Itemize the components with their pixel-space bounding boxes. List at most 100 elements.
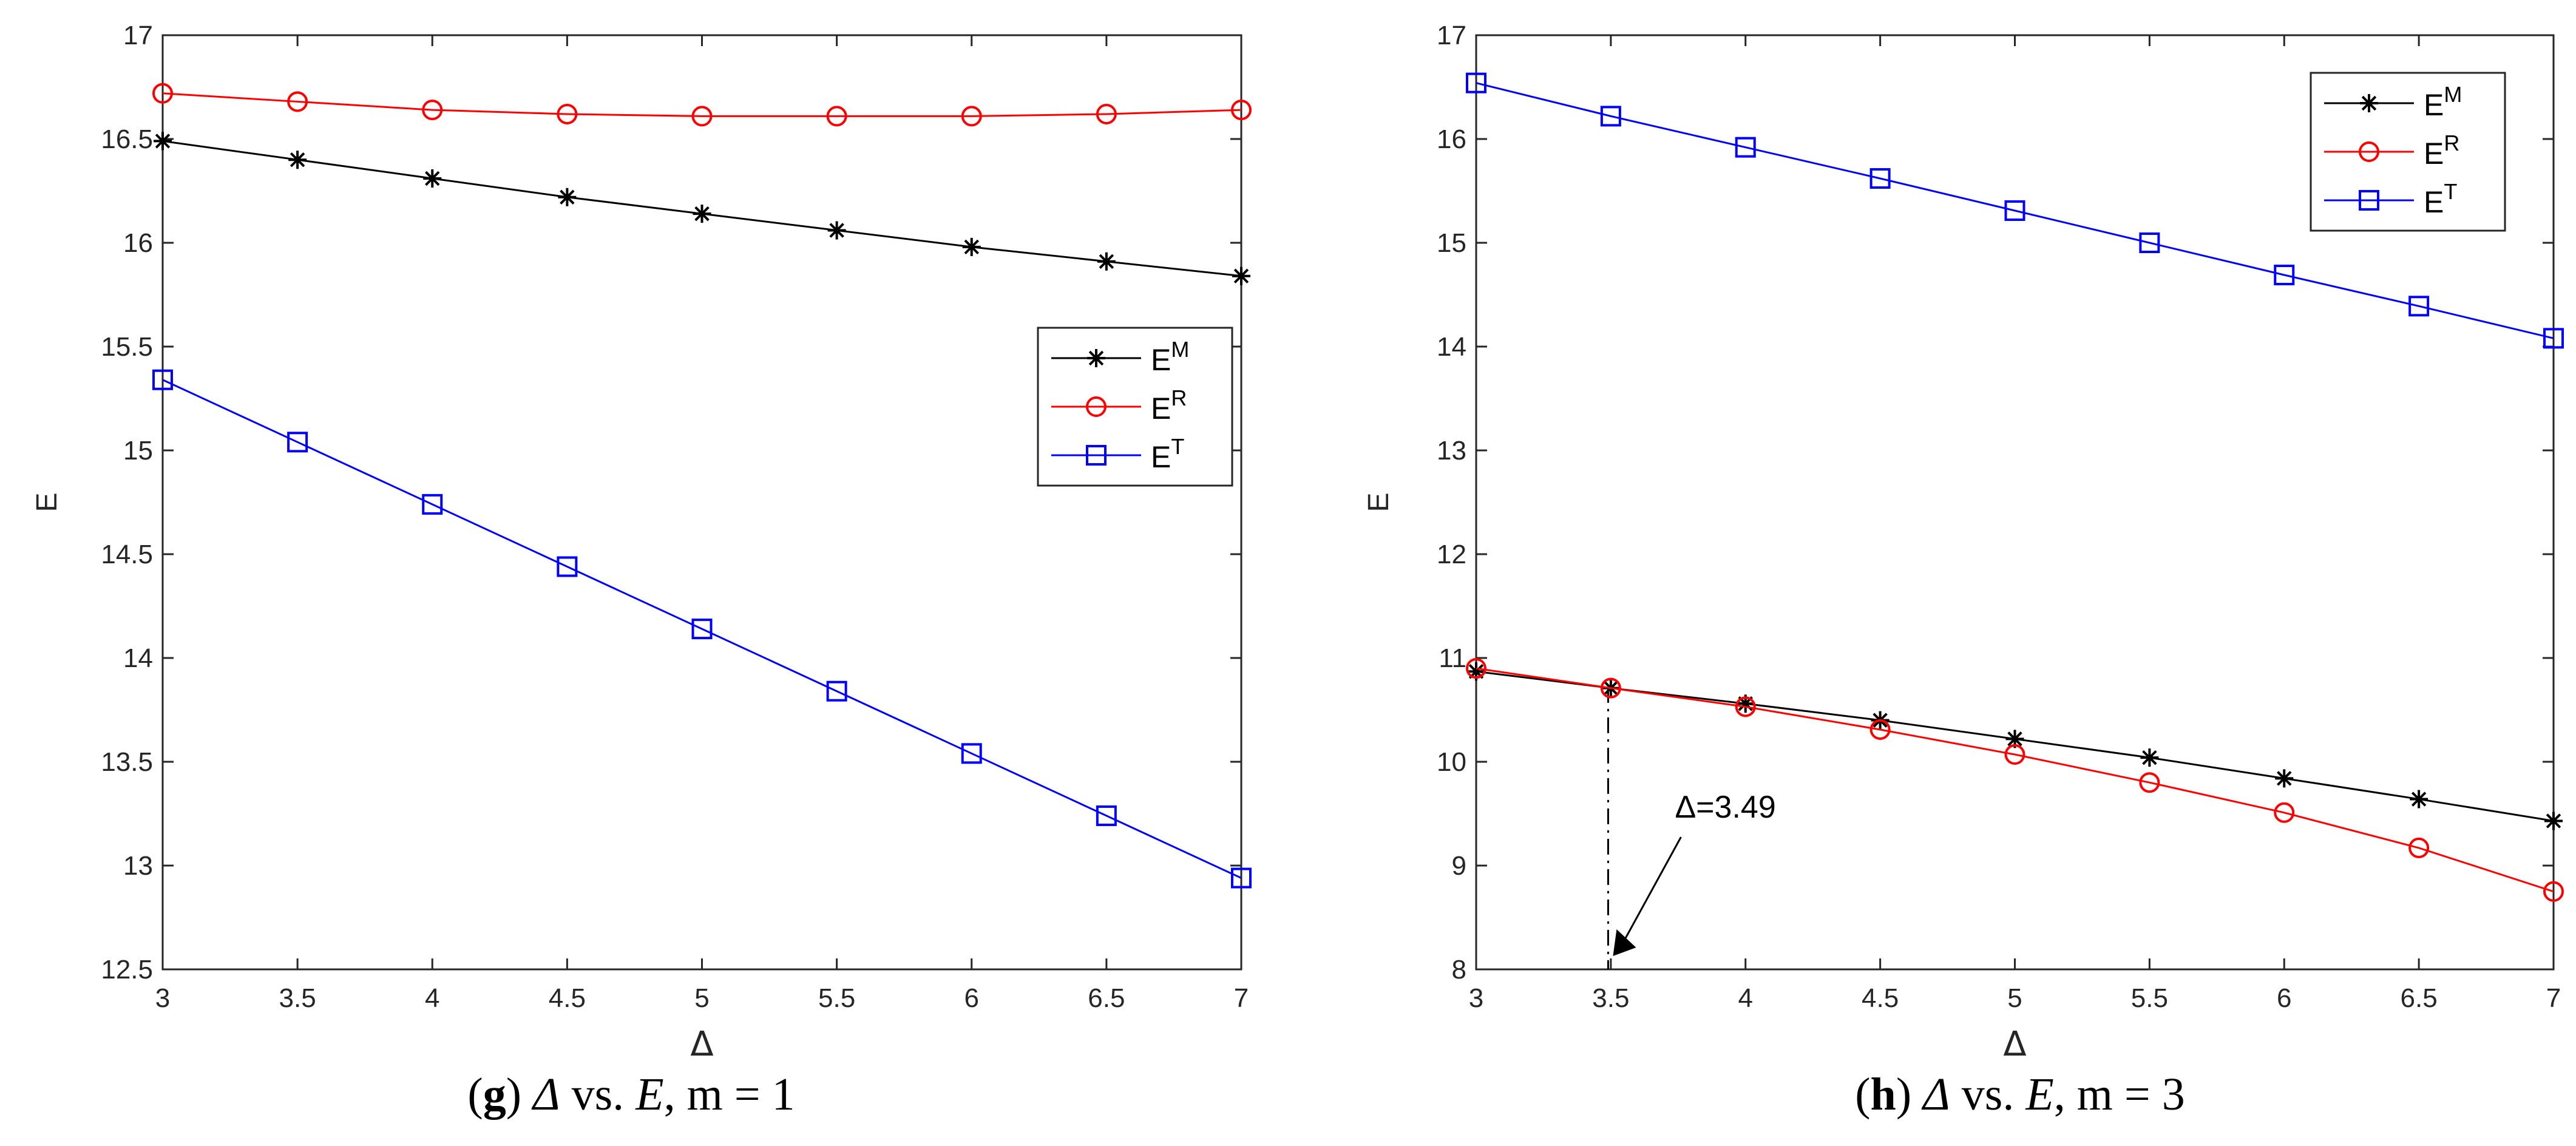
x-tick-label: 3 — [1469, 983, 1483, 1013]
data-point-M — [1232, 266, 1250, 285]
data-point-T — [2004, 200, 2025, 221]
x-tick-label: 5 — [694, 983, 709, 1013]
legend-label-sup: T — [1171, 434, 1184, 459]
chart-panel-g: 3 3.5 4 4.5 5 5.5 6 6.5 7 12.5 13 13.5 14 14.5 15 15.5 1… — [0, 0, 1288, 1056]
data-point-R — [826, 106, 847, 127]
x-tick-label: 7 — [2546, 983, 2561, 1013]
x-tick-label: 5 — [2007, 983, 2022, 1013]
chart-panel-h: 3 3.5 4 4.5 5 5.5 6 6.5 7 8 9 10 11 12 13 14 15 16 17 Δ E Δ=3… — [1288, 0, 2576, 1056]
x-tick-label: 4.5 — [1862, 983, 1899, 1013]
chart-g: 3 3.5 4 4.5 5 5.5 6 6.5 7 12.5 13 13.5 14 14.5 15 15.5 1… — [31, 21, 1252, 1056]
x-tick-label: 3 — [155, 983, 170, 1013]
data-point-T — [2274, 265, 2295, 286]
caption-text: , m = 1 — [663, 1069, 795, 1120]
y-axis-label: E — [1363, 492, 1395, 512]
y-tick-label: 10 — [1437, 747, 1466, 777]
data-point-M — [288, 151, 307, 169]
legend-label-sup: R — [1171, 385, 1187, 410]
data-point-M — [2140, 748, 2159, 767]
data-point-R — [1231, 100, 1252, 121]
x-tick-label: 7 — [1234, 983, 1249, 1013]
legend-label: ER — [1151, 385, 1187, 426]
legend-label-sup: M — [2444, 82, 2462, 107]
data-point-M — [827, 221, 846, 240]
caption-g: (g) Δ vs. E, m = 1 — [467, 1069, 795, 1120]
data-point-T — [152, 369, 173, 390]
y-tick-label: 11 — [1439, 643, 1466, 673]
data-point-R — [287, 91, 308, 112]
data-point-R — [1600, 677, 1621, 699]
data-point-T — [287, 432, 308, 453]
data-point-R — [557, 103, 578, 124]
y-tick-label: 9 — [1452, 851, 1466, 881]
caption-var: Δ — [533, 1069, 560, 1120]
data-point-M — [2005, 730, 2024, 748]
legend-marker — [1086, 396, 1107, 417]
annotation-arrowhead — [1613, 929, 1636, 956]
caption-h: (h) Δ vs. E, m = 3 — [1855, 1069, 2185, 1120]
x-tick-label: 4 — [1738, 983, 1753, 1013]
series-line-T — [1476, 82, 2554, 339]
series-line-R — [1476, 667, 2554, 893]
data-point-R — [2139, 772, 2160, 793]
caption-text: vs. — [1950, 1069, 2026, 1120]
caption-var: E — [2025, 1069, 2054, 1120]
data-point-M — [693, 205, 711, 223]
x-tick-label: 4.5 — [549, 983, 586, 1013]
data-point-M — [558, 188, 577, 206]
data-point-T — [1096, 805, 1117, 826]
data-point-R — [1096, 103, 1117, 124]
plot-area — [161, 34, 1242, 971]
y-tick-label: 17 — [1437, 21, 1466, 50]
data-point-M — [1097, 252, 1116, 271]
y-tick-label: 8 — [1452, 955, 1466, 985]
caption-var: E — [636, 1069, 664, 1120]
x-axis-label: Δ — [2003, 1025, 2026, 1056]
data-point-R — [1466, 658, 1486, 679]
data-point-M — [423, 169, 442, 188]
legend-label: ER — [2424, 131, 2459, 171]
data-point-R — [691, 106, 713, 127]
y-tick-label: 14 — [1437, 332, 1466, 362]
legend-marker — [1087, 349, 1105, 367]
data-point-T — [422, 493, 443, 515]
caption-text: vs. — [560, 1069, 636, 1120]
legend-label: EM — [2424, 82, 2462, 122]
y-tick-label: 16.5 — [101, 124, 153, 154]
y-tick-label: 15.5 — [101, 332, 153, 362]
y-tick-label: 15 — [123, 436, 153, 466]
data-point-M — [2544, 812, 2563, 830]
legend-marker — [2359, 141, 2379, 162]
annotation-arrow — [1618, 836, 1682, 951]
x-axis-label: Δ — [690, 1025, 713, 1056]
caption-letter: h — [1870, 1069, 1896, 1120]
chart-h: 3 3.5 4 4.5 5 5.5 6 6.5 7 8 9 10 11 12 13 14 15 16 17 Δ E Δ=3… — [1363, 21, 2564, 1056]
data-point-M — [2410, 790, 2429, 809]
series-line-R — [162, 92, 1242, 117]
data-point-T — [1231, 867, 1252, 889]
data-point-T — [2408, 296, 2430, 317]
x-tick-label: 6.5 — [2401, 983, 2438, 1013]
y-tick-label: 13 — [123, 851, 153, 881]
data-point-R — [422, 100, 443, 121]
data-point-R — [2274, 802, 2295, 823]
data-point-T — [826, 680, 847, 702]
data-point-R — [2543, 881, 2564, 902]
x-tick-label: 3.5 — [1592, 983, 1629, 1013]
legend-label-sup: M — [1171, 337, 1189, 362]
series-line-T — [162, 379, 1242, 879]
data-point-M — [154, 132, 172, 151]
data-point-T — [1869, 168, 1891, 189]
data-point-T — [2543, 328, 2564, 349]
data-point-T — [1600, 106, 1621, 127]
y-tick-label: 16 — [123, 228, 153, 258]
data-point-R — [2408, 837, 2430, 858]
y-tick-label: 14.5 — [101, 540, 153, 569]
y-tick-label: 13 — [1437, 436, 1466, 466]
x-tick-label: 3.5 — [279, 983, 316, 1013]
data-point-R — [2004, 744, 2025, 765]
x-tick-label: 6.5 — [1088, 983, 1125, 1013]
y-tick-label: 15 — [1437, 228, 1466, 258]
annotation-label: Δ=3.49 — [1675, 790, 1775, 825]
y-tick-label: 12 — [1437, 540, 1466, 569]
